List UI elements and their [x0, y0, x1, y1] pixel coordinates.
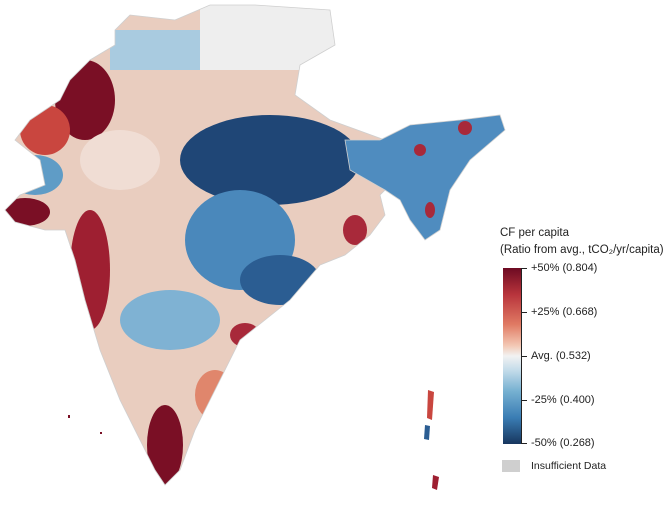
region-northeast	[344, 114, 506, 241]
region-kashmir	[110, 30, 200, 70]
region-gangetic-plain	[180, 115, 360, 205]
islands-andaman-south	[424, 425, 430, 440]
region-odisha	[240, 255, 320, 305]
region-mizoram-red	[425, 202, 435, 218]
islands-lakshadweep-2	[100, 432, 102, 434]
colorbar-tick	[521, 312, 527, 313]
colorbar-tick-label: -25% (0.400)	[531, 394, 595, 406]
region-kerala	[147, 405, 183, 485]
colorbar-tick	[521, 443, 527, 444]
insufficient-data-label: Insufficient Data	[531, 460, 607, 472]
islands-lakshadweep	[68, 415, 70, 418]
region-arunachal-red	[458, 121, 472, 135]
colorbar	[503, 268, 521, 444]
colorbar-tick-label: -50% (0.268)	[531, 437, 595, 449]
region-andhra-coast	[230, 323, 260, 347]
colorbar-tick	[521, 400, 527, 401]
legend-title-line2: (Ratio from avg., tCO₂/yr/capita)	[500, 244, 664, 256]
colorbar-tick-label: +25% (0.668)	[531, 306, 598, 318]
region-assam-red	[414, 144, 426, 156]
legend-title-line1: CF per capita	[500, 227, 570, 239]
legend-title: CF per capita (Ratio from avg., tCO₂/yr/…	[500, 225, 664, 259]
region-west-rajasthan	[20, 105, 70, 155]
region-ladakh	[200, 5, 340, 70]
islands-nicobar	[432, 475, 439, 490]
region-deccan	[120, 290, 220, 350]
colorbar-tick	[521, 268, 527, 269]
region-central-rajasthan	[80, 130, 160, 190]
colorbar-tick-label: Avg. (0.532)	[531, 350, 591, 362]
insufficient-data-swatch	[502, 460, 520, 472]
colorbar-tick	[521, 356, 527, 357]
islands-andaman	[427, 390, 434, 420]
region-west-coast	[70, 210, 110, 330]
region-tamil-nadu	[195, 370, 235, 420]
region-kolkata	[343, 215, 367, 245]
region-gujarat-west	[5, 198, 50, 226]
colorbar-tick-label: +50% (0.804)	[531, 262, 598, 274]
